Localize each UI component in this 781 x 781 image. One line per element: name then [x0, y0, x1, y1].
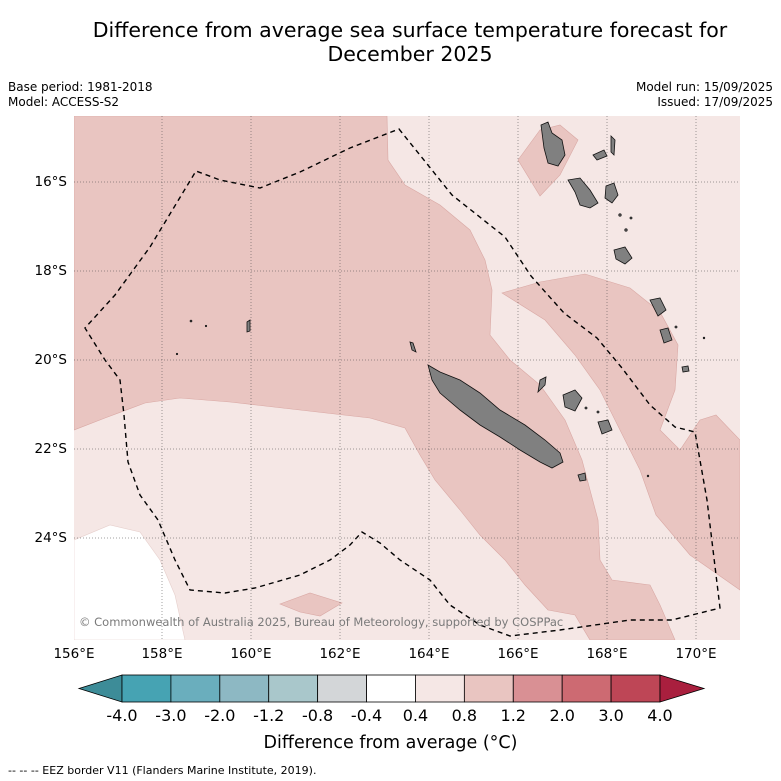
- colorbar-tick-label: 3.0: [598, 706, 624, 725]
- colorbar-segment: [561, 674, 612, 703]
- anomaly-region-main: [74, 116, 676, 640]
- loyalty-island-lifou: [562, 389, 583, 412]
- colorbar-tick-label: -4.0: [106, 706, 138, 725]
- meta-right: Model run: 15/09/2025 Issued: 17/09/2025: [636, 80, 773, 110]
- copyright-notice: © Commonwealth of Australia 2025, Bureau…: [79, 615, 564, 629]
- lat-label-16s: 16°S: [34, 174, 68, 190]
- lon-label-162e: 162°E: [319, 646, 361, 662]
- eez-legend-footer: -- -- -- EEZ border V11 (Flanders Marine…: [8, 764, 317, 777]
- island-east-2: [659, 327, 673, 344]
- colorbar: [77, 674, 706, 703]
- island-belep: [409, 341, 417, 353]
- lon-label-170e: 170°E: [675, 646, 717, 662]
- anomaly-region-white-sw: [74, 524, 186, 640]
- island-east-3: [681, 365, 690, 373]
- colorbar-segment: [170, 674, 221, 703]
- model-name: Model: ACCESS-S2: [8, 95, 120, 109]
- colorbar-tick-label: -0.8: [302, 706, 334, 725]
- model-run: Model run: 15/09/2025: [635, 80, 773, 94]
- island-isle-of-pines: [577, 472, 587, 482]
- graticule: [74, 116, 740, 640]
- vanuatu-island-2: [592, 149, 608, 161]
- loyalty-island-mare: [597, 419, 613, 435]
- title-line-2: December 2025: [327, 42, 493, 66]
- island-chesterfield: [246, 319, 251, 333]
- land: [175, 121, 706, 482]
- colorbar-tick-label: -1.2: [253, 706, 285, 725]
- lat-label-24s: 24°S: [34, 530, 68, 546]
- lon-label-166e: 166°E: [497, 646, 539, 662]
- colorbar-segment: [366, 674, 416, 703]
- vanuatu-island-4: [604, 182, 619, 204]
- vanuatu-island-3: [610, 135, 616, 156]
- vanuatu-efate: [567, 177, 599, 209]
- lat-label-20s: 20°S: [34, 352, 68, 368]
- base-period: Base period: 1981-2018: [8, 80, 153, 94]
- vanuatu-tanna: [613, 246, 633, 265]
- map-title: Difference from average sea surface temp…: [40, 18, 780, 66]
- colorbar-tick-label: 4.0: [647, 706, 673, 725]
- colorbar-extend-high: [659, 674, 706, 703]
- colorbar-segment: [268, 674, 319, 703]
- lon-label-164e: 164°E: [408, 646, 450, 662]
- colorbar-tick-label: 0.8: [451, 706, 478, 725]
- colorbar-tick-label: 2.0: [549, 706, 575, 725]
- colorbar-tick-label: 0.4: [402, 706, 429, 725]
- colorbar-tick-label: -3.0: [155, 706, 187, 725]
- colorbar-segment: [463, 674, 514, 703]
- colorbar-tick-label: -2.0: [204, 706, 236, 725]
- eez-border: [84, 128, 721, 637]
- colorbar-title: Difference from average (°C): [263, 733, 518, 753]
- new-caledonia: [427, 364, 564, 469]
- lat-label-18s: 18°S: [34, 263, 68, 279]
- colorbar-segment: [512, 674, 563, 703]
- title-line-1: Difference from average sea surface temp…: [92, 18, 728, 42]
- colorbar-tick-label: -0.4: [350, 706, 383, 725]
- lat-label-22s: 22°S: [34, 441, 68, 457]
- island-east-1: [649, 297, 667, 317]
- vanuatu-santo: [540, 121, 566, 167]
- anomaly-region-east: [501, 273, 740, 591]
- lon-label-158e: 158°E: [141, 646, 183, 662]
- lon-label-168e: 168°E: [586, 646, 628, 662]
- lon-label-160e: 160°E: [230, 646, 272, 662]
- meta-left: Base period: 1981-2018 Model: ACCESS-S2: [8, 80, 153, 110]
- colorbar-segment: [317, 674, 367, 703]
- issued-date: Issued: 17/09/2025: [657, 95, 773, 109]
- colorbar-segment: [219, 674, 270, 703]
- colorbar-segment: [415, 674, 465, 703]
- anomaly-patch-bottom: [279, 592, 343, 617]
- loyalty-island-ouvea: [537, 376, 547, 394]
- colorbar-tick-label: 1.2: [500, 706, 526, 725]
- lon-label-156e: 156°E: [53, 646, 95, 662]
- colorbar-segment: [610, 674, 661, 703]
- colorbar-extend-low: [77, 674, 123, 703]
- colorbar-segment: [121, 674, 172, 703]
